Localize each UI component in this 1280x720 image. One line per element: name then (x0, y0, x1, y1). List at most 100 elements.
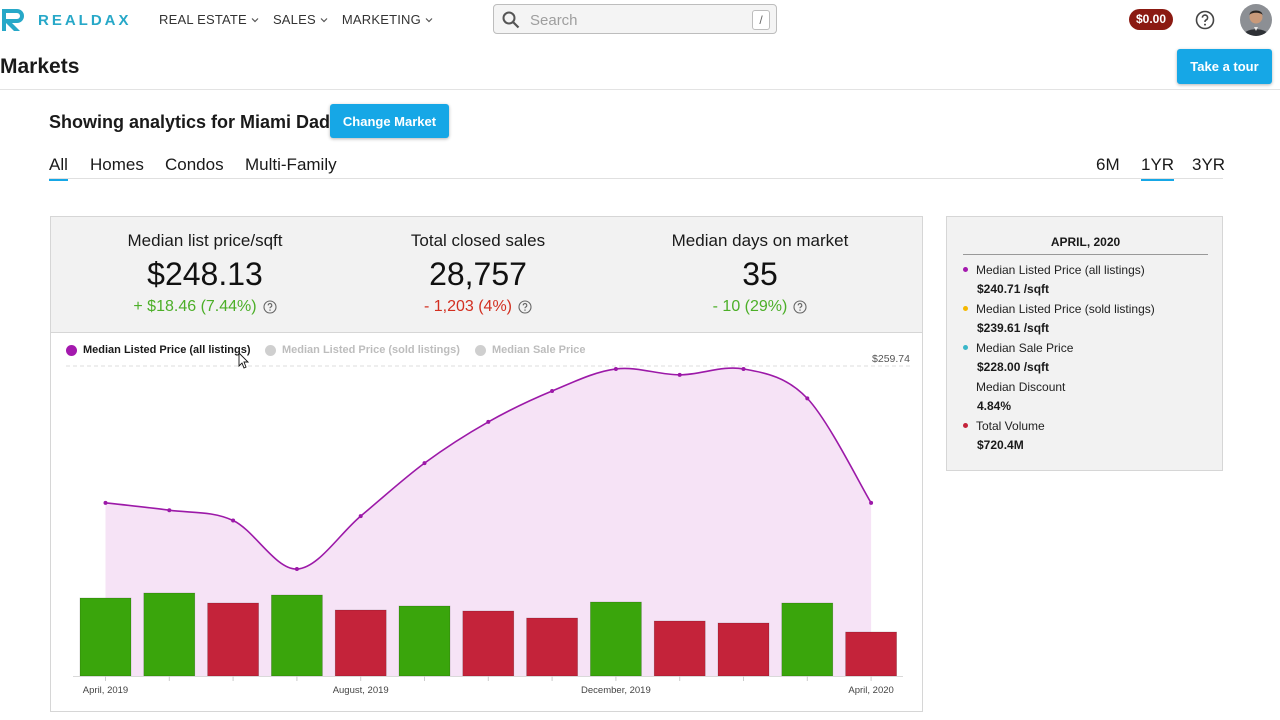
volume-bar (717, 622, 770, 677)
detail-label: Median Sale Price (976, 341, 1074, 355)
price-point (741, 366, 746, 371)
detail-value: $239.61 /sqft (977, 321, 1050, 335)
volume-bar (653, 620, 706, 677)
mouse-pointer-icon (238, 351, 250, 369)
volume-bar (462, 610, 515, 677)
stat-label: Median days on market (671, 231, 849, 250)
detail-label: Median Listed Price (all listings) (976, 263, 1145, 277)
legend-all-listings[interactable]: Median Listed Price (all listings) (66, 343, 250, 357)
nav-real-estate[interactable]: REAL ESTATE (159, 12, 259, 27)
price-point (103, 500, 108, 505)
account-balance-badge[interactable]: $0.00 (1129, 9, 1174, 30)
detail-label: Median Listed Price (sold listings) (976, 302, 1155, 316)
legend-sale-price[interactable]: Median Sale Price (475, 343, 586, 357)
legend-dot (963, 267, 968, 273)
header-divider (0, 89, 1280, 90)
range-tab-1yr[interactable]: 1YR (1141, 155, 1175, 181)
stat-value: $248.13 (147, 256, 263, 292)
volume-bar (143, 592, 196, 677)
nav-real-estate-label: REAL ESTATE (159, 12, 247, 27)
stat-label: Total closed sales (410, 231, 546, 250)
price-point (550, 389, 555, 394)
volume-bar (334, 609, 387, 677)
volume-bar (79, 597, 132, 677)
stat-change: - 1,203 (4%) (348, 298, 608, 316)
stat-median-days-on-market: Median days on market 35 - 10 (29%) (630, 231, 890, 316)
stat-label: Median list price/sqft (127, 231, 283, 250)
volume-bar (398, 605, 451, 677)
chevron-down-icon (425, 17, 433, 22)
stats-row: Median list price/sqft $248.13 + $18.46 … (51, 217, 922, 333)
brand-name: REALDAX (38, 11, 132, 29)
price-point (358, 514, 363, 519)
range-tab-3yr[interactable]: 3YR (1192, 155, 1226, 174)
stat-change: + $18.46 (7.44%) (75, 298, 335, 316)
price-point (167, 508, 172, 513)
x-axis-tick-label: August, 2019 (333, 685, 389, 696)
stat-change-text: - 1,203 (4%) (423, 298, 513, 315)
main-nav: REAL ESTATE SALES MARKETING (159, 12, 447, 27)
tab-all[interactable]: All (49, 155, 68, 181)
take-a-tour-button[interactable]: Take a tour (1177, 49, 1272, 84)
search-shortcut-hint: / (752, 10, 770, 30)
legend-label: Median Listed Price (sold listings) (282, 344, 460, 356)
detail-item-all-listings: Median Listed Price (all listings) (963, 263, 1145, 277)
search-icon (502, 11, 520, 29)
price-point (677, 372, 682, 377)
volume-bar (781, 602, 834, 677)
detail-value: $240.71 /sqft (977, 282, 1050, 296)
page-title: Markets (0, 55, 80, 78)
volume-bar (845, 631, 897, 677)
legend-dot (66, 344, 77, 356)
change-market-button[interactable]: Change Market (330, 104, 449, 138)
detail-value: $228.00 /sqft (977, 360, 1050, 374)
tab-homes[interactable]: Homes (90, 155, 144, 174)
price-point (613, 366, 618, 371)
price-point (422, 461, 427, 466)
user-avatar-image (1240, 4, 1272, 36)
legend-dot (963, 345, 968, 351)
x-axis-tick-label: April, 2020 (848, 685, 893, 696)
analytics-card: Median list price/sqft $248.13 + $18.46 … (50, 216, 923, 712)
x-axis-tick-label: April, 2019 (83, 685, 128, 696)
detail-label: Median Discount (976, 380, 1066, 394)
user-avatar[interactable] (1240, 4, 1272, 36)
volume-bar (590, 601, 642, 677)
brand-logo[interactable]: REALDAX (0, 6, 132, 34)
volume-bar (526, 617, 578, 677)
info-icon[interactable] (263, 300, 277, 314)
legend-sold-listings[interactable]: Median Listed Price (sold listings) (265, 343, 460, 357)
detail-divider (963, 254, 1208, 255)
info-icon[interactable] (518, 300, 532, 314)
price-point (805, 396, 810, 401)
tab-condos[interactable]: Condos (165, 155, 224, 174)
month-detail-panel: APRIL, 2020 Median Listed Price (all lis… (946, 216, 1223, 471)
nav-sales[interactable]: SALES (273, 12, 328, 27)
detail-value: $720.4M (977, 438, 1024, 452)
price-point (486, 419, 491, 424)
chevron-down-icon (251, 17, 259, 22)
detail-item-median-discount: Median Discount (963, 380, 1065, 394)
legend-label: Median Listed Price (all listings) (83, 344, 251, 356)
nav-marketing[interactable]: MARKETING (342, 12, 433, 27)
legend-dot (475, 344, 486, 356)
range-tab-6m[interactable]: 6M (1096, 155, 1120, 174)
nav-marketing-label: MARKETING (341, 12, 421, 27)
stat-value: 28,757 (429, 256, 527, 292)
top-bar: REALDAX REAL ESTATE SALES MARKETING / $0… (0, 0, 1280, 40)
price-point (231, 518, 236, 523)
x-axis-tick-label: December, 2019 (581, 685, 651, 696)
search-box: / (493, 4, 777, 34)
search-input[interactable] (528, 9, 742, 31)
tab-multi-family[interactable]: Multi-Family (245, 155, 337, 174)
help-icon[interactable] (1195, 10, 1215, 30)
legend-label: Median Sale Price (492, 344, 586, 356)
tabs-underline (49, 178, 1223, 179)
detail-month-title: APRIL, 2020 (1050, 235, 1121, 249)
stat-change-text: + $18.46 (7.44%) (133, 298, 257, 315)
nav-sales-label: SALES (272, 12, 316, 27)
max-value-label: $259.74 (872, 353, 910, 365)
detail-item-sale-price: Median Sale Price (963, 341, 1073, 355)
info-icon[interactable] (793, 300, 807, 314)
detail-item-total-volume: Total Volume (963, 419, 1045, 433)
